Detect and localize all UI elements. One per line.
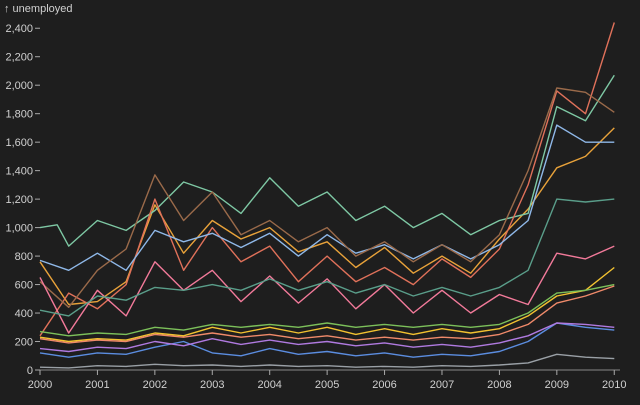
x-tick-label: 2007 xyxy=(430,379,454,391)
series-line-9 xyxy=(39,283,615,337)
x-axis: 2000 2001 2002 2003 2004 2005 2006 2007 2008 2009… xyxy=(28,369,626,391)
series-line-4 xyxy=(39,124,615,271)
y-tick-label: 1,400 xyxy=(5,166,33,178)
series-line-10 xyxy=(39,285,615,344)
y-tick-label: 200 xyxy=(15,337,33,349)
y-tick-label: 2,400 xyxy=(5,23,33,35)
y-tick-label: 800 xyxy=(15,251,33,263)
y-tick-label: 1,000 xyxy=(5,223,33,235)
series-line-13 xyxy=(39,353,615,369)
series-line-7 xyxy=(39,198,615,317)
y-tick-label: 600 xyxy=(15,280,33,292)
series-line-11 xyxy=(39,322,615,358)
series-line-3 xyxy=(39,22,615,337)
x-tick-label: 2004 xyxy=(257,379,281,391)
y-tick-label: 0 xyxy=(27,365,33,377)
y-tick-label: 400 xyxy=(15,308,33,320)
x-tick-label: 2008 xyxy=(487,379,511,391)
x-tick-label: 2010 xyxy=(602,379,626,391)
x-tick-label: 2000 xyxy=(28,379,52,391)
y-tick-label: 1,200 xyxy=(5,194,33,206)
series-line-12 xyxy=(39,322,615,353)
y-axis: 0 200 400 600 800 1,000 1,200 1,400 1,600 1,800 2,… xyxy=(5,23,40,377)
series-line-8 xyxy=(39,266,615,343)
y-tick-label: 1,600 xyxy=(5,137,33,149)
y-axis-label: ↑ unemployed xyxy=(4,3,73,15)
y-tick-label: 2,000 xyxy=(5,80,33,92)
series-line-1 xyxy=(39,127,615,306)
plot-lines xyxy=(39,22,615,369)
x-tick-label: 2009 xyxy=(545,379,569,391)
x-tick-label: 2002 xyxy=(143,379,167,391)
series-line-6 xyxy=(39,245,615,334)
x-tick-label: 2001 xyxy=(85,379,109,391)
x-tick-label: 2003 xyxy=(200,379,224,391)
x-tick-label: 2006 xyxy=(372,379,396,391)
y-tick-label: 1,800 xyxy=(5,109,33,121)
x-tick-label: 2005 xyxy=(315,379,339,391)
series-line-5 xyxy=(39,87,615,308)
y-tick-label: 2,200 xyxy=(5,52,33,64)
